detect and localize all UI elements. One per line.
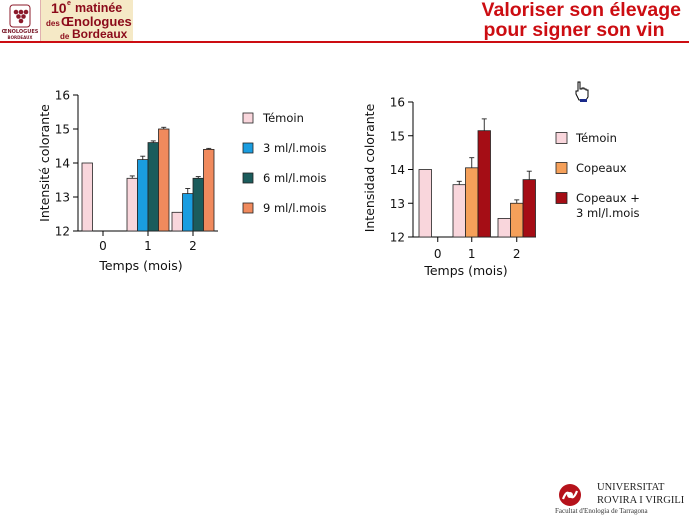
university-emblem-icon (559, 484, 581, 506)
event-line3-prefix: de (60, 32, 70, 41)
y-tick-label: 14 (55, 157, 70, 171)
legend-swatch (242, 112, 254, 124)
bar (418, 169, 432, 238)
event-number: 10 (51, 0, 67, 16)
bar (497, 218, 511, 238)
slide-header: ŒNOLOGUES BORDEAUX 10 e matinée des Œnol… (0, 0, 689, 44)
slide-title-line2: pour signer son vin (483, 19, 665, 41)
bar (510, 202, 524, 238)
oenologues-logo: ŒNOLOGUES BORDEAUX (0, 0, 41, 42)
legend-swatch (555, 192, 568, 204)
event-banner: 10 e matinée des Œnologues de Bordeaux (41, 0, 133, 42)
header-divider (0, 41, 689, 43)
y-tick-label: 12 (55, 225, 70, 239)
university-name-line2: ROVIRA I VIRGILI (597, 495, 685, 506)
legend-label: 6 ml/l.mois (263, 171, 327, 185)
event-line1: matinée (75, 1, 123, 15)
logo-text-line1: ŒNOLOGUES (1, 29, 39, 35)
legend-swatch (242, 142, 254, 154)
logo-text-line2: BORDEAUX (7, 35, 33, 40)
x-tick-label: 2 (189, 239, 197, 253)
bar (452, 184, 466, 238)
slide-title: Valoriser son élevage pour signer son vi… (482, 0, 681, 40)
university-name-line1: UNIVERSITAT (597, 482, 665, 493)
bar (81, 162, 93, 232)
legend-swatch (555, 162, 568, 174)
y-tick-label: 16 (55, 89, 70, 103)
legend-label: Témoin (575, 131, 617, 145)
x-tick-label: 1 (468, 247, 476, 261)
y-axis-title: Intensidad colorante (362, 103, 377, 232)
x-tick-label: 1 (144, 239, 152, 253)
grape-emblem-icon (9, 4, 31, 28)
legend-label: 3 ml/l.mois (263, 141, 327, 155)
x-axis-title: Temps (mois) (423, 263, 507, 278)
legend-label: 9 ml/l.mois (263, 201, 327, 215)
legend-swatch (242, 172, 254, 184)
x-axis-title: Temps (mois) (98, 258, 182, 273)
y-tick-label: 15 (390, 129, 405, 143)
logo-text: ŒNOLOGUES BORDEAUX (0, 29, 40, 41)
faculty-name: Facultat d'Enologia de Tarragona (555, 507, 648, 515)
y-tick-label: 13 (390, 197, 405, 211)
event-line2: Œnologues (61, 14, 132, 29)
legend-label: Copeaux (576, 161, 627, 175)
x-tick-label: 2 (513, 247, 521, 261)
legend-label: Témoin (262, 111, 304, 125)
y-tick-label: 15 (55, 123, 70, 137)
event-line3: Bordeaux (72, 27, 128, 41)
x-tick-label: 0 (434, 247, 442, 261)
legend-swatch (555, 132, 568, 144)
bar (465, 167, 479, 238)
hand-cursor-icon (575, 81, 589, 102)
legend-label: Copeaux + (576, 191, 640, 205)
y-tick-label: 16 (390, 96, 405, 110)
bar (477, 130, 491, 238)
legend-swatch (242, 202, 254, 214)
university-logo: UNIVERSITAT ROVIRA I VIRGILI Facultat d'… (555, 478, 689, 517)
y-tick-label: 12 (390, 231, 405, 245)
legend-label: 3 ml/l.mois (576, 206, 640, 220)
slide-title-line1: Valoriser son élevage (481, 0, 681, 21)
y-tick-label: 14 (390, 163, 405, 177)
y-axis-title: Intensité colorante (37, 104, 52, 222)
bar (522, 179, 536, 238)
x-tick-label: 0 (99, 239, 107, 253)
y-tick-label: 13 (55, 191, 70, 205)
event-superscript: e (67, 0, 71, 7)
event-line2-prefix: des (46, 19, 60, 28)
